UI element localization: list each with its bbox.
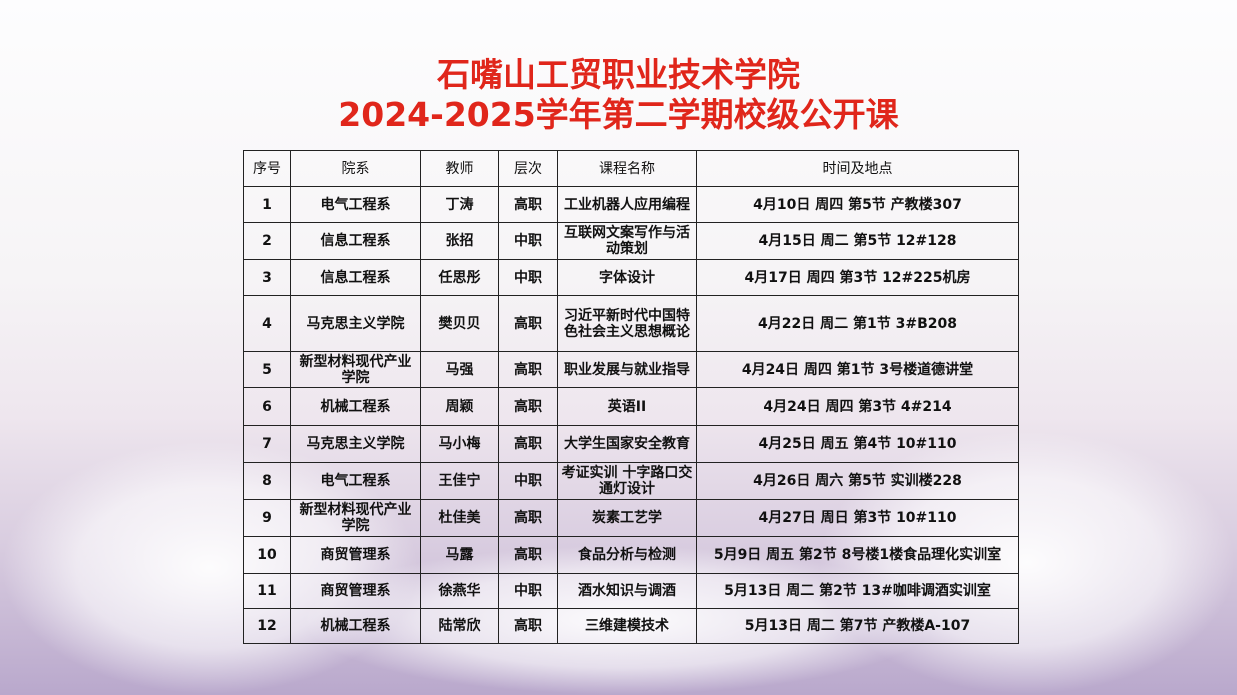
- cell-col-level: 中职: [498, 573, 558, 609]
- cell-col-department: 商贸管理系: [290, 573, 421, 609]
- cell-col-time-place: 4月26日 周六 第5节 实训楼228: [696, 462, 1019, 500]
- cell-col-index: 2: [243, 222, 291, 260]
- cell-col-course: 互联网文案写作与活动策划: [557, 222, 697, 260]
- cell-col-time-place: 5月13日 周二 第2节 13#咖啡调酒实训室: [696, 573, 1019, 609]
- cell-col-level: 中职: [498, 222, 558, 260]
- cell-col-department: 商贸管理系: [290, 536, 421, 574]
- cell-col-department: 新型材料现代产业学院: [290, 499, 421, 537]
- cell-col-index: 7: [243, 425, 291, 463]
- cell-col-index: 3: [243, 259, 291, 296]
- table-row: 5 新型材料现代产业学院 马强 高职 职业发展与就业指导 4月24日 周四 第1节 3号楼…: [243, 351, 1019, 388]
- table-row: 7 马克思主义学院 马小梅 高职 大学生国家安全教育 4月25日 周五 第4节 10#11…: [243, 425, 1019, 463]
- table-row: 3 信息工程系 任思彤 中职 字体设计 4月17日 周四 第3节 12#225机房: [243, 259, 1019, 296]
- cell-col-course: 食品分析与检测: [557, 536, 697, 574]
- cell-col-index: 10: [243, 536, 291, 574]
- cell-col-course: 英语II: [557, 387, 697, 426]
- cell-col-time-place: 4月22日 周二 第1节 3#B208: [696, 295, 1019, 352]
- table-row: 8 电气工程系 王佳宁 中职 考证实训 十字路口交通灯设计 4月26日 周六 第5节 实训…: [243, 462, 1019, 500]
- cell-col-time-place: 5月13日 周二 第7节 产教楼A-107: [696, 608, 1019, 644]
- header-col-department: 院系: [290, 150, 421, 187]
- cell-col-index: 6: [243, 387, 291, 426]
- cell-col-level: 高职: [498, 351, 558, 388]
- cell-col-department: 信息工程系: [290, 259, 421, 296]
- cell-col-department: 机械工程系: [290, 387, 421, 426]
- cell-col-time-place: 4月24日 周四 第3节 4#214: [696, 387, 1019, 426]
- table-row: 4 马克思主义学院 樊贝贝 高职 习近平新时代中国特色社会主义思想概论 4月22日 周二 …: [243, 295, 1019, 352]
- table-header-row: 序号 院系 教师 层次 课程名称 时间及地点: [243, 150, 1019, 187]
- cell-col-time-place: 5月9日 周五 第2节 8号楼1楼食品理化实训室: [696, 536, 1019, 574]
- cell-col-level: 中职: [498, 259, 558, 296]
- cell-col-level: 高职: [498, 186, 558, 223]
- cell-col-course: 炭素工艺学: [557, 499, 697, 537]
- header-col-index: 序号: [243, 150, 291, 187]
- cell-col-index: 1: [243, 186, 291, 223]
- header-col-teacher: 教师: [420, 150, 499, 187]
- page-title: 石嘴山工贸职业技术学院: [437, 55, 800, 94]
- cell-col-index: 4: [243, 295, 291, 352]
- cell-col-level: 高职: [498, 425, 558, 463]
- cell-col-teacher: 丁涛: [420, 186, 499, 223]
- cell-col-course: 职业发展与就业指导: [557, 351, 697, 388]
- header-col-level: 层次: [498, 150, 558, 187]
- cell-col-index: 5: [243, 351, 291, 388]
- cell-col-course: 三维建模技术: [557, 608, 697, 644]
- cell-col-department: 马克思主义学院: [290, 425, 421, 463]
- cell-col-time-place: 4月24日 周四 第1节 3号楼道德讲堂: [696, 351, 1019, 388]
- cell-col-time-place: 4月10日 周四 第5节 产教楼307: [696, 186, 1019, 223]
- table-row: 11 商贸管理系 徐燕华 中职 酒水知识与调酒 5月13日 周二 第2节 13#咖啡调酒实…: [243, 573, 1019, 609]
- cell-col-teacher: 马露: [420, 536, 499, 574]
- cell-col-teacher: 周颖: [420, 387, 499, 426]
- table-row: 10 商贸管理系 马露 高职 食品分析与检测 5月9日 周五 第2节 8号楼1楼食品理化实…: [243, 536, 1019, 574]
- table-row: 2 信息工程系 张招 中职 互联网文案写作与活动策划 4月15日 周二 第5节 12#12…: [243, 222, 1019, 260]
- cell-col-teacher: 张招: [420, 222, 499, 260]
- cell-col-department: 马克思主义学院: [290, 295, 421, 352]
- cell-col-level: 高职: [498, 608, 558, 644]
- header-col-course: 课程名称: [557, 150, 697, 187]
- table-row: 1 电气工程系 丁涛 高职 工业机器人应用编程 4月10日 周四 第5节 产教楼307: [243, 186, 1019, 223]
- cell-col-teacher: 陆常欣: [420, 608, 499, 644]
- cell-col-level: 高职: [498, 295, 558, 352]
- page-subtitle: 2024-2025学年第二学期校级公开课: [338, 95, 899, 134]
- header-col-time-place: 时间及地点: [696, 150, 1019, 187]
- table-row: 12 机械工程系 陆常欣 高职 三维建模技术 5月13日 周二 第7节 产教楼A-107: [243, 608, 1019, 644]
- cell-col-department: 信息工程系: [290, 222, 421, 260]
- cell-col-department: 电气工程系: [290, 462, 421, 500]
- cell-col-index: 12: [243, 608, 291, 644]
- cell-col-time-place: 4月15日 周二 第5节 12#128: [696, 222, 1019, 260]
- cell-col-department: 电气工程系: [290, 186, 421, 223]
- cell-col-course: 考证实训 十字路口交通灯设计: [557, 462, 697, 500]
- course-table: 序号 院系 教师 层次 课程名称 时间及地点 1 电气工程系 丁涛 高职 工业机器人应用编程 4月1…: [243, 150, 1019, 644]
- cell-col-department: 机械工程系: [290, 608, 421, 644]
- cell-col-teacher: 徐燕华: [420, 573, 499, 609]
- cell-col-course: 工业机器人应用编程: [557, 186, 697, 223]
- cell-col-teacher: 马小梅: [420, 425, 499, 463]
- cell-col-level: 高职: [498, 536, 558, 574]
- cell-col-index: 9: [243, 499, 291, 537]
- table-row: 9 新型材料现代产业学院 杜佳美 高职 炭素工艺学 4月27日 周日 第3节 10#110: [243, 499, 1019, 537]
- cell-col-level: 中职: [498, 462, 558, 500]
- cell-col-course: 大学生国家安全教育: [557, 425, 697, 463]
- cell-col-index: 8: [243, 462, 291, 500]
- cell-col-time-place: 4月17日 周四 第3节 12#225机房: [696, 259, 1019, 296]
- cell-col-course: 习近平新时代中国特色社会主义思想概论: [557, 295, 697, 352]
- cell-col-course: 字体设计: [557, 259, 697, 296]
- cell-col-department: 新型材料现代产业学院: [290, 351, 421, 388]
- cell-col-teacher: 王佳宁: [420, 462, 499, 500]
- cell-col-teacher: 马强: [420, 351, 499, 388]
- cell-col-time-place: 4月25日 周五 第4节 10#110: [696, 425, 1019, 463]
- cell-col-course: 酒水知识与调酒: [557, 573, 697, 609]
- cell-col-index: 11: [243, 573, 291, 609]
- cell-col-teacher: 杜佳美: [420, 499, 499, 537]
- cell-col-teacher: 樊贝贝: [420, 295, 499, 352]
- cell-col-level: 高职: [498, 387, 558, 426]
- cell-col-level: 高职: [498, 499, 558, 537]
- table-row: 6 机械工程系 周颖 高职 英语II 4月24日 周四 第3节 4#214: [243, 387, 1019, 426]
- cell-col-teacher: 任思彤: [420, 259, 499, 296]
- cell-col-time-place: 4月27日 周日 第3节 10#110: [696, 499, 1019, 537]
